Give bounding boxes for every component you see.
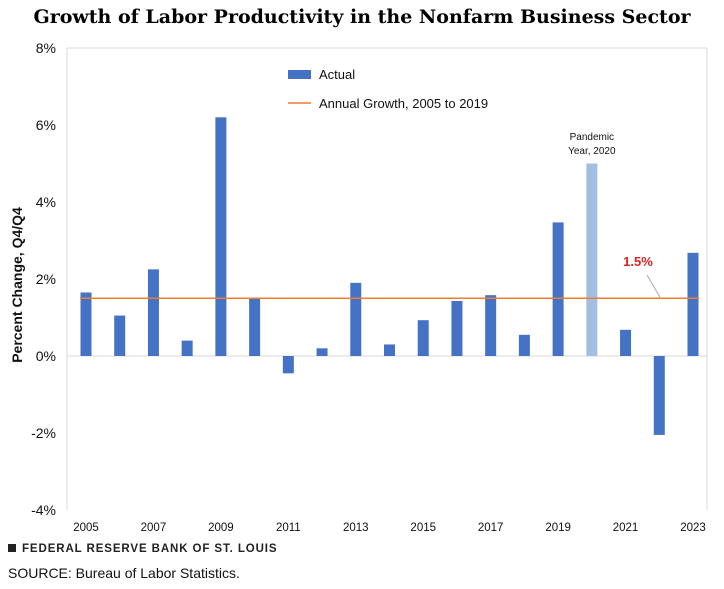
x-tick-label: 2021 (613, 522, 639, 534)
x-tick-label: 2011 (276, 522, 301, 534)
bar-2006 (114, 315, 126, 356)
bar-2011 (282, 356, 294, 374)
axes-layer (66, 47, 708, 510)
legend-swatch-actual (288, 70, 311, 79)
bar-2012 (316, 348, 328, 356)
chart-area: -4% -2% 0% 2% 4% 6% 8% Percent Change, Q4/Q4 200… (9, 40, 708, 534)
x-tick-label: 2007 (141, 522, 167, 534)
bar-2019 (552, 222, 564, 356)
x-tick-label: 2019 (545, 522, 571, 534)
bar-2013 (350, 282, 362, 356)
bar-2010 (249, 298, 261, 356)
y-tick-label: 0% (36, 348, 56, 364)
pandemic-annotation: Pandemic (570, 132, 614, 143)
bar-2017 (485, 295, 497, 356)
y-tick-label: 2% (36, 271, 56, 287)
square-icon (8, 544, 16, 552)
organization-name: FEDERAL RESERVE BANK OF ST. LOUIS (22, 543, 278, 555)
legend-label-actual: Actual (319, 67, 355, 82)
x-tick-label: 2013 (343, 522, 369, 534)
legend-label-reference: Annual Growth, 2005 to 2019 (319, 96, 488, 111)
bar-2008 (181, 340, 193, 356)
bars-layer (80, 117, 699, 435)
bar-2023 (687, 252, 699, 356)
bar-2021 (620, 329, 632, 356)
bar-2005 (80, 292, 92, 356)
x-tick-label: 2009 (208, 522, 234, 534)
y-tick-label: -2% (31, 425, 56, 441)
y-axis-title: Percent Change, Q4/Q4 (9, 207, 25, 363)
x-tick-label: 2017 (478, 522, 504, 534)
bar-2016 (451, 300, 463, 356)
reference-value-label: 1.5% (623, 254, 653, 269)
chart-title: Growth of Labor Productivity in the Nonf… (33, 6, 691, 28)
bar-2022 (653, 356, 665, 435)
x-tick-label: 2005 (73, 522, 99, 534)
bar-2009 (215, 117, 227, 356)
y-tick-label: 6% (36, 117, 56, 133)
callout-leader (646, 274, 661, 298)
y-tick-label: 4% (36, 194, 56, 210)
reference-line-layer (80, 274, 699, 299)
bar-2018 (518, 334, 530, 356)
footer-organization: FEDERAL RESERVE BANK OF ST. LOUIS (8, 543, 277, 555)
x-tick-label: 2015 (410, 522, 436, 534)
bar-2007 (147, 269, 159, 356)
x-tick-label: 2023 (680, 522, 706, 534)
labels-layer: -4% -2% 0% 2% 4% 6% 8% Percent Change, Q4/Q4 200… (9, 40, 706, 534)
legend: Actual Annual Growth, 2005 to 2019 (288, 67, 488, 111)
bar-2014 (384, 344, 395, 356)
y-tick-label: 8% (36, 40, 56, 56)
pandemic-annotation: Year, 2020 (568, 146, 616, 157)
bar-2015 (417, 320, 429, 356)
y-tick-label: -4% (31, 502, 56, 518)
source-note: SOURCE: Bureau of Labor Statistics. (8, 565, 240, 581)
bar-2020 (586, 163, 598, 356)
